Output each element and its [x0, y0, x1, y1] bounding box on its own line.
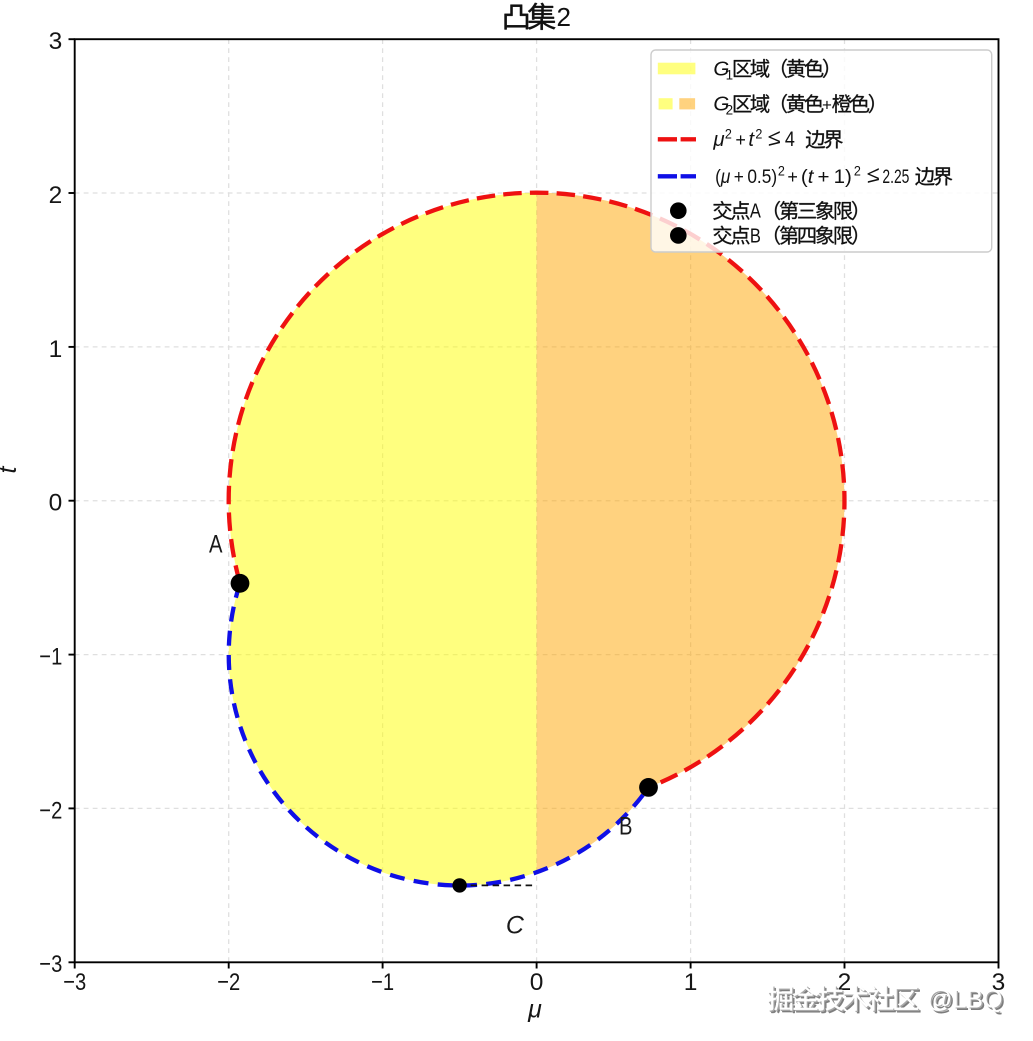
svg-text:A: A	[750, 200, 761, 223]
svg-text:t: t	[0, 465, 22, 473]
svg-text:0: 0	[49, 490, 63, 517]
svg-text:3: 3	[992, 969, 1006, 996]
svg-text:0: 0	[530, 969, 544, 996]
svg-text:μ: μ	[712, 128, 724, 151]
svg-text:2: 2	[838, 969, 852, 996]
svg-text:t: t	[748, 128, 755, 151]
svg-text:1: 1	[684, 969, 698, 996]
svg-text:2: 2	[854, 164, 861, 179]
svg-text:(t + 1): (t + 1)	[801, 166, 852, 188]
svg-text:2: 2	[778, 164, 785, 179]
svg-text:μ: μ	[527, 996, 542, 1024]
svg-text:+: +	[822, 96, 832, 115]
svg-text:@LBQ: @LBQ	[928, 987, 1003, 1015]
svg-text:A: A	[209, 531, 223, 559]
svg-text:C: C	[506, 912, 525, 940]
svg-text:1: 1	[49, 336, 63, 363]
svg-text:(μ + 0.5): (μ + 0.5)	[715, 166, 777, 188]
svg-text:B: B	[750, 224, 761, 247]
svg-text:−2: −2	[217, 969, 240, 996]
svg-text:−1: −1	[39, 644, 62, 671]
svg-text:@LBQ: @LBQ	[930, 988, 1005, 1016]
svg-text:2: 2	[725, 127, 732, 142]
svg-text:+: +	[735, 130, 746, 150]
svg-text:+: +	[787, 167, 798, 187]
svg-text:−1: −1	[371, 969, 394, 996]
svg-text:1: 1	[726, 66, 734, 82]
svg-text:2: 2	[557, 2, 572, 32]
svg-text:G: G	[713, 57, 729, 80]
svg-text:B: B	[619, 813, 633, 841]
svg-text:G: G	[713, 93, 729, 116]
svg-text:4: 4	[785, 128, 795, 151]
svg-text:−3: −3	[63, 969, 86, 996]
svg-text:@LBQ: @LBQ	[927, 986, 1002, 1014]
svg-text:2: 2	[755, 127, 762, 142]
svg-text:3: 3	[49, 28, 63, 55]
svg-text:−2: −2	[39, 797, 62, 824]
svg-text:2.25: 2.25	[882, 166, 909, 188]
svg-text:2: 2	[49, 182, 63, 209]
svg-text:−3: −3	[39, 951, 62, 978]
svg-text:2: 2	[726, 102, 734, 118]
